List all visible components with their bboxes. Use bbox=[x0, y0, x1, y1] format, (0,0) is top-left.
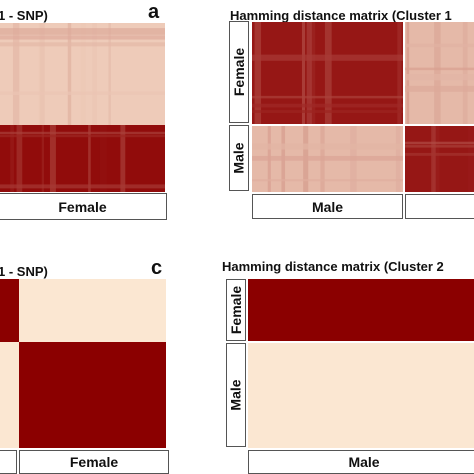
panel-a-cell-lower-band-v5 bbox=[10, 125, 14, 192]
panel-a-cell-lower-band-h1 bbox=[0, 131, 165, 135]
panel-a-cell-upper-band-v4 bbox=[108, 23, 111, 125]
panel-b-cell-female-female-band-h2 bbox=[405, 85, 474, 92]
panel-b-cell-male-female-band-h2 bbox=[405, 145, 474, 148]
panel-c-title: 1 - SNP) bbox=[0, 264, 48, 279]
panel-a-cell-lower-band-h2 bbox=[0, 184, 165, 189]
panel-b-cell-female-male-band-v2 bbox=[397, 22, 402, 124]
panel-a-cell-upper-band-h0 bbox=[0, 28, 165, 35]
panel-a-cell-lower-band-h0 bbox=[0, 134, 165, 138]
panel-b-y-group-female: Female bbox=[229, 21, 249, 123]
panel-b-cell-female-female-band-h0 bbox=[405, 67, 474, 71]
panel-d-x-group-male: Male bbox=[248, 450, 474, 474]
panel-a-cell-upper-band-v3 bbox=[67, 23, 72, 125]
panel-d-title: Hamming distance matrix (Cluster 2 bbox=[222, 259, 444, 274]
panel-b-cell-female-male-band-h1 bbox=[252, 54, 403, 61]
panel-a-cell-lower-band-v1 bbox=[88, 125, 91, 192]
panel-b-cell-female-male-band-v4 bbox=[306, 22, 312, 124]
panel-b-cell-female-male-band-v1 bbox=[309, 22, 316, 124]
panel-c-cell-upper-right bbox=[19, 279, 166, 342]
panel-d-cell-male-male bbox=[248, 343, 474, 448]
panel-a-cell-lower-band-v4 bbox=[16, 125, 23, 192]
panel-c-heatmap bbox=[0, 279, 166, 448]
panel-b-cell-male-female-band-h0 bbox=[405, 141, 474, 145]
panel-d-y-group-male: Male bbox=[226, 343, 246, 447]
panel-d-cell-female-male bbox=[248, 279, 474, 341]
panel-a-cell-upper-band-v0 bbox=[80, 23, 86, 125]
panel-a-heatmap bbox=[0, 23, 165, 192]
panel-b-cell-female-male-band-h3 bbox=[252, 95, 403, 99]
panel-b-x-group-male: Male bbox=[252, 194, 403, 219]
panel-c-x-group-spacer bbox=[0, 450, 17, 474]
panel-b-cell-female-female-band-v1 bbox=[462, 22, 468, 124]
panel-b-cell-male-male-band-h1 bbox=[252, 179, 403, 182]
panel-b-cell-female-male-band-v3 bbox=[324, 22, 332, 124]
panel-b-cell-female-female-band-h1 bbox=[405, 73, 474, 81]
panel-c-cell-lower-right bbox=[19, 342, 166, 448]
panel-a-letter: a bbox=[148, 1, 160, 23]
panel-b-title: Hamming distance matrix (Cluster 1 bbox=[230, 8, 452, 23]
panel-b-heatmap bbox=[252, 22, 474, 192]
panel-b-y-group-male: Male bbox=[229, 125, 249, 191]
panel-d-y-group-female: Female bbox=[226, 279, 246, 341]
panel-a-cell-lower-band-v6 bbox=[99, 125, 107, 192]
panel-b-cell-male-female-band-v0 bbox=[468, 126, 474, 192]
panel-b-cell-male-male-band-h2 bbox=[252, 155, 403, 161]
panel-a-cell-upper-band-v2 bbox=[12, 23, 20, 125]
panel-b-cell-female-female-band-v2 bbox=[406, 22, 410, 124]
panel-a-cell-upper-band-v6 bbox=[92, 23, 97, 125]
panel-b-cell-female-male-band-h2 bbox=[252, 103, 403, 108]
panel-a-cell-lower-band-v3 bbox=[49, 125, 56, 192]
panel-c-cell-lower-left bbox=[0, 342, 19, 448]
panel-c-letter: c bbox=[151, 257, 163, 279]
panel-b-cell-male-female-band-h1 bbox=[405, 152, 474, 156]
panel-a-cell-upper-band-h3 bbox=[0, 91, 165, 95]
panel-a-cell-upper-band-h1 bbox=[0, 35, 165, 40]
panel-a-title: 1 - SNP) bbox=[0, 8, 48, 23]
panel-a-x-group-female: Female bbox=[0, 193, 167, 220]
panel-a-cell-lower-band-v0 bbox=[120, 125, 126, 192]
panel-b-cell-female-female-band-v0 bbox=[434, 22, 441, 124]
panel-b-cell-female-male-band-v5 bbox=[254, 22, 262, 124]
panel-c-cell-upper-left bbox=[0, 279, 19, 342]
panel-c-x-group-female: Female bbox=[19, 450, 169, 474]
panel-d-heatmap bbox=[248, 279, 474, 448]
panel-a-cell-upper-band-v5 bbox=[38, 23, 45, 125]
panel-b-x-group-next bbox=[405, 194, 474, 219]
panel-b-cell-female-male-band-h0 bbox=[252, 110, 403, 113]
panel-a-cell-upper-band-h2 bbox=[0, 42, 165, 47]
panel-b-cell-male-female-band-v1 bbox=[432, 126, 440, 192]
panel-b-cell-male-female-band-v2 bbox=[431, 126, 436, 192]
panel-b-cell-male-male-band-h0 bbox=[252, 143, 403, 150]
panel-a-cell-lower-band-v2 bbox=[41, 125, 44, 192]
panel-b-cell-female-female-band-h3 bbox=[405, 43, 474, 48]
panel-b-cell-female-male-band-v0 bbox=[301, 22, 306, 124]
